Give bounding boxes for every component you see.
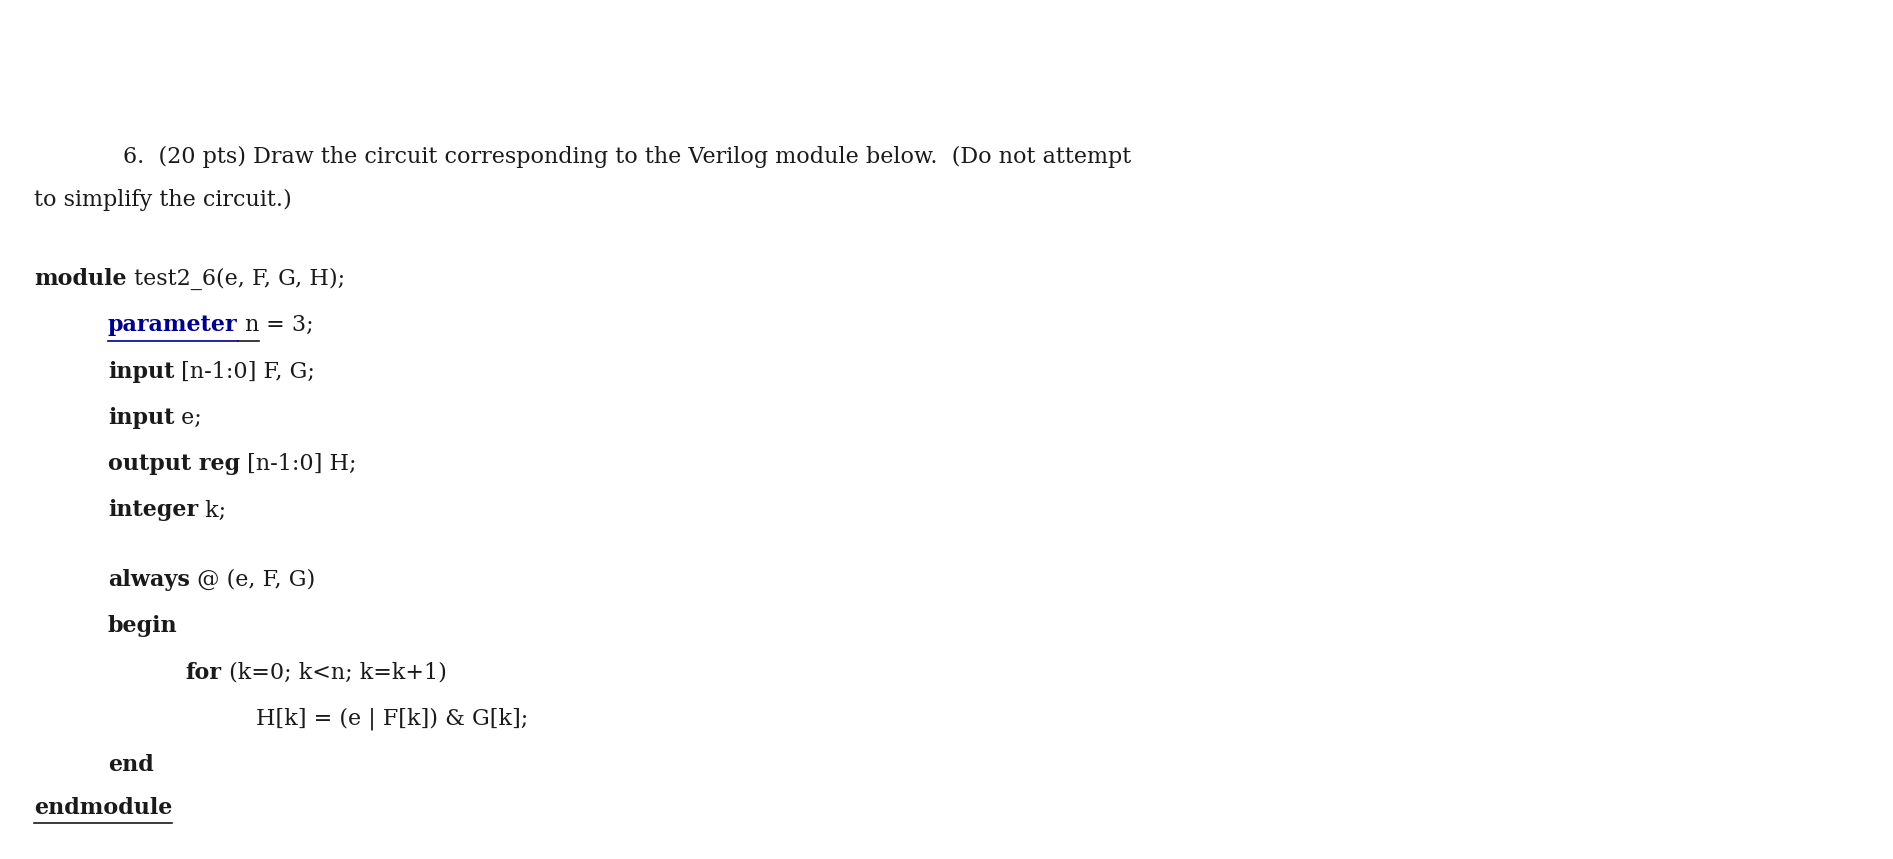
Text: test2_6(e, F, G, H);: test2_6(e, F, G, H);	[127, 268, 345, 290]
Text: = 3;: = 3;	[259, 314, 314, 336]
Text: end: end	[108, 754, 153, 777]
Text: begin: begin	[108, 615, 178, 637]
Text: [n-1:0] F, G;: [n-1:0] F, G;	[174, 361, 314, 382]
Text: input: input	[108, 407, 174, 429]
Text: module: module	[34, 268, 127, 290]
Text: 6.  (20 pts) Draw the circuit corresponding to the Verilog module below.  (Do no: 6. (20 pts) Draw the circuit correspondi…	[123, 145, 1132, 168]
Text: to simplify the circuit.): to simplify the circuit.)	[34, 188, 292, 210]
Text: parameter: parameter	[108, 314, 237, 336]
Text: H[k] = (e | F[k]) & G[k];: H[k] = (e | F[k]) & G[k];	[256, 708, 528, 730]
Text: integer: integer	[108, 499, 199, 521]
Text: always: always	[108, 569, 189, 591]
Text: [n-1:0] H;: [n-1:0] H;	[240, 454, 356, 475]
Text: for: for	[186, 661, 221, 684]
Text: n: n	[237, 314, 259, 336]
Text: input: input	[108, 361, 174, 382]
Text: @ (e, F, G): @ (e, F, G)	[189, 569, 314, 591]
Text: endmodule: endmodule	[34, 797, 172, 819]
Text: k;: k;	[199, 499, 225, 521]
Text: output reg: output reg	[108, 454, 240, 475]
Text: (k=0; k<n; k=k+1): (k=0; k<n; k=k+1)	[221, 661, 447, 684]
Text: e;: e;	[174, 407, 203, 429]
